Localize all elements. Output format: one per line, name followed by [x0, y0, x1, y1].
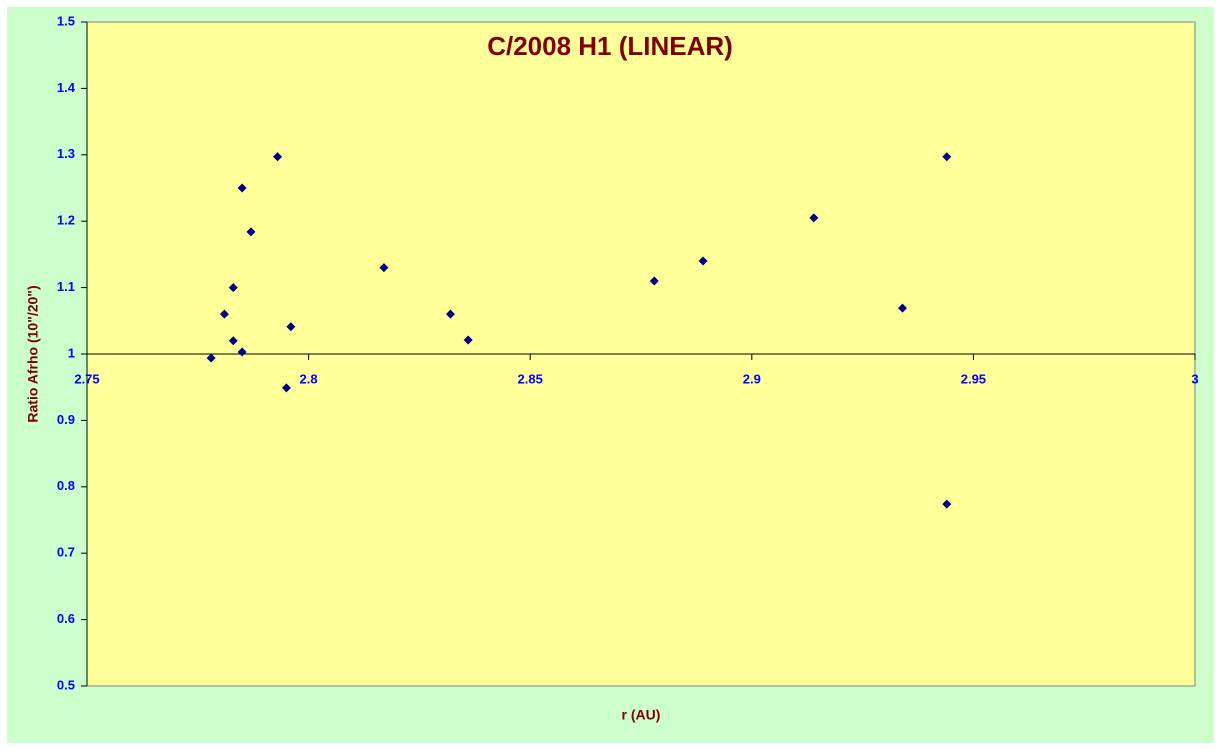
data-point [286, 322, 296, 332]
data-point [379, 263, 389, 273]
x-tick-label: 2.95 [961, 371, 986, 386]
y-tick-label: 1 [68, 345, 75, 360]
data-point [698, 256, 708, 266]
data-point [445, 309, 455, 319]
data-point [897, 303, 907, 313]
data-point [281, 383, 291, 393]
x-tick-label: 2.75 [74, 371, 99, 386]
data-point [206, 353, 216, 363]
y-tick-label: 0.5 [57, 677, 75, 692]
data-point [237, 183, 247, 193]
y-tick-label: 1.2 [57, 213, 75, 228]
y-tick-label: 0.7 [57, 545, 75, 560]
data-point [942, 152, 952, 162]
y-axis-label: Ratio Afrho (10"/20") [25, 285, 41, 422]
y-tick-label: 0.9 [57, 412, 75, 427]
x-tick-label: 3 [1191, 371, 1198, 386]
chart-title: C/2008 H1 (LINEAR) [487, 31, 733, 61]
data-point [237, 347, 247, 357]
x-tick-label: 2.9 [743, 371, 761, 386]
y-tick-label: 1.5 [57, 13, 75, 28]
y-tick-label: 1.3 [57, 146, 75, 161]
data-point [246, 227, 256, 237]
data-point [228, 283, 238, 293]
y-tick-label: 0.6 [57, 611, 75, 626]
y-tick-label: 0.8 [57, 478, 75, 493]
x-tick-label: 2.85 [518, 371, 543, 386]
x-axis-label: r (AU) [622, 707, 661, 723]
data-point [809, 213, 819, 223]
x-tick-label: 2.8 [300, 371, 318, 386]
data-point [942, 499, 952, 509]
y-tick-label: 1.1 [57, 279, 75, 294]
data-point [228, 336, 238, 346]
data-point [649, 276, 659, 286]
data-point [273, 152, 283, 162]
data-point [219, 309, 229, 319]
y-tick-label: 1.4 [57, 80, 76, 95]
data-point [463, 335, 473, 345]
